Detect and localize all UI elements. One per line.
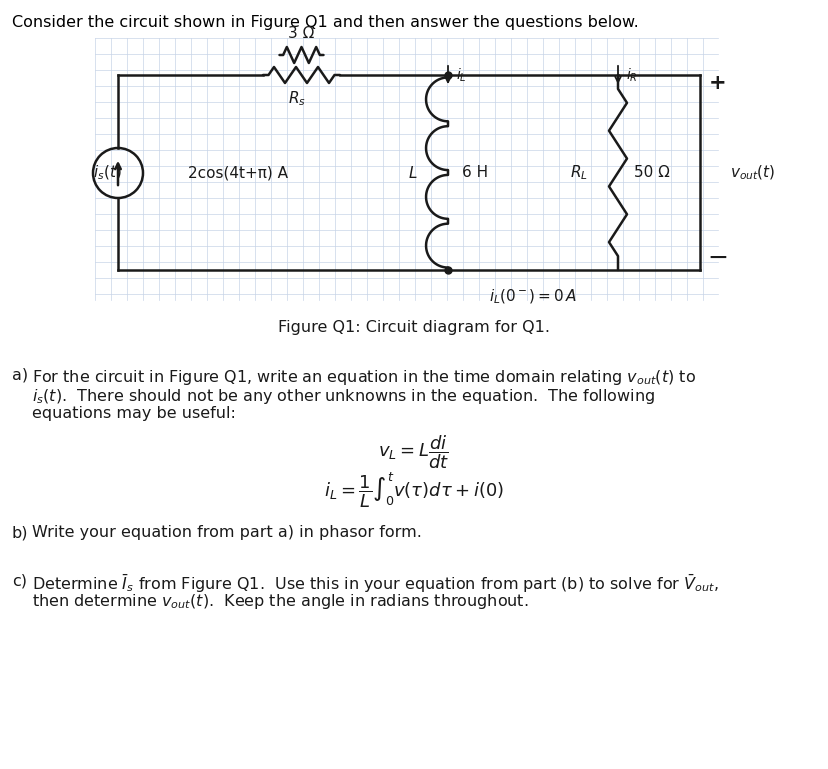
Text: $v_L = L\dfrac{di}{dt}$: $v_L = L\dfrac{di}{dt}$ [378,433,449,471]
Text: $R_L$: $R_L$ [570,163,587,181]
Text: 50 Ω: 50 Ω [633,165,669,180]
Text: equations may be useful:: equations may be useful: [32,406,236,421]
Text: $i_L$: $i_L$ [455,66,466,84]
Text: 3 Ω: 3 Ω [288,26,315,41]
Text: a): a) [12,368,28,383]
Text: +: + [708,73,726,93]
Text: $i_R$: $i_R$ [625,66,637,84]
Text: then determine $v_{out}(t)$.  Keep the angle in radians throughout.: then determine $v_{out}(t)$. Keep the an… [32,592,528,611]
Text: Figure Q1: Circuit diagram for Q1.: Figure Q1: Circuit diagram for Q1. [277,320,549,335]
Text: $i_L = \dfrac{1}{L}\int_0^t v(\tau)d\tau + i(0)$: $i_L = \dfrac{1}{L}\int_0^t v(\tau)d\tau… [324,471,503,510]
Text: $L$: $L$ [408,165,417,181]
Text: Determine $\bar{I}_s$ from Figure Q1.  Use this in your equation from part (b) t: Determine $\bar{I}_s$ from Figure Q1. Us… [32,573,718,595]
Text: Consider the circuit shown in Figure Q1 and then answer the questions below.: Consider the circuit shown in Figure Q1 … [12,15,638,30]
Text: 2cos(4t+π) A: 2cos(4t+π) A [188,165,287,181]
Text: $i_s(t)$: $i_s(t)$ [93,164,122,182]
Text: −: − [706,246,728,270]
Text: For the circuit in Figure Q1, write an equation in the time domain relating $v_{: For the circuit in Figure Q1, write an e… [32,368,696,387]
Text: c): c) [12,573,27,588]
Text: $i_s(t)$.  There should not be any other unknowns in the equation.  The followin: $i_s(t)$. There should not be any other … [32,387,654,406]
Text: Write your equation from part a) in phasor form.: Write your equation from part a) in phas… [32,525,421,540]
Text: $i_L(0^-) = 0\,A$: $i_L(0^-) = 0\,A$ [489,288,576,306]
Text: $R_s$: $R_s$ [287,89,305,108]
Text: b): b) [12,525,28,540]
Text: 6 H: 6 H [461,165,488,180]
Text: $v_{out}(t)$: $v_{out}(t)$ [729,163,774,181]
